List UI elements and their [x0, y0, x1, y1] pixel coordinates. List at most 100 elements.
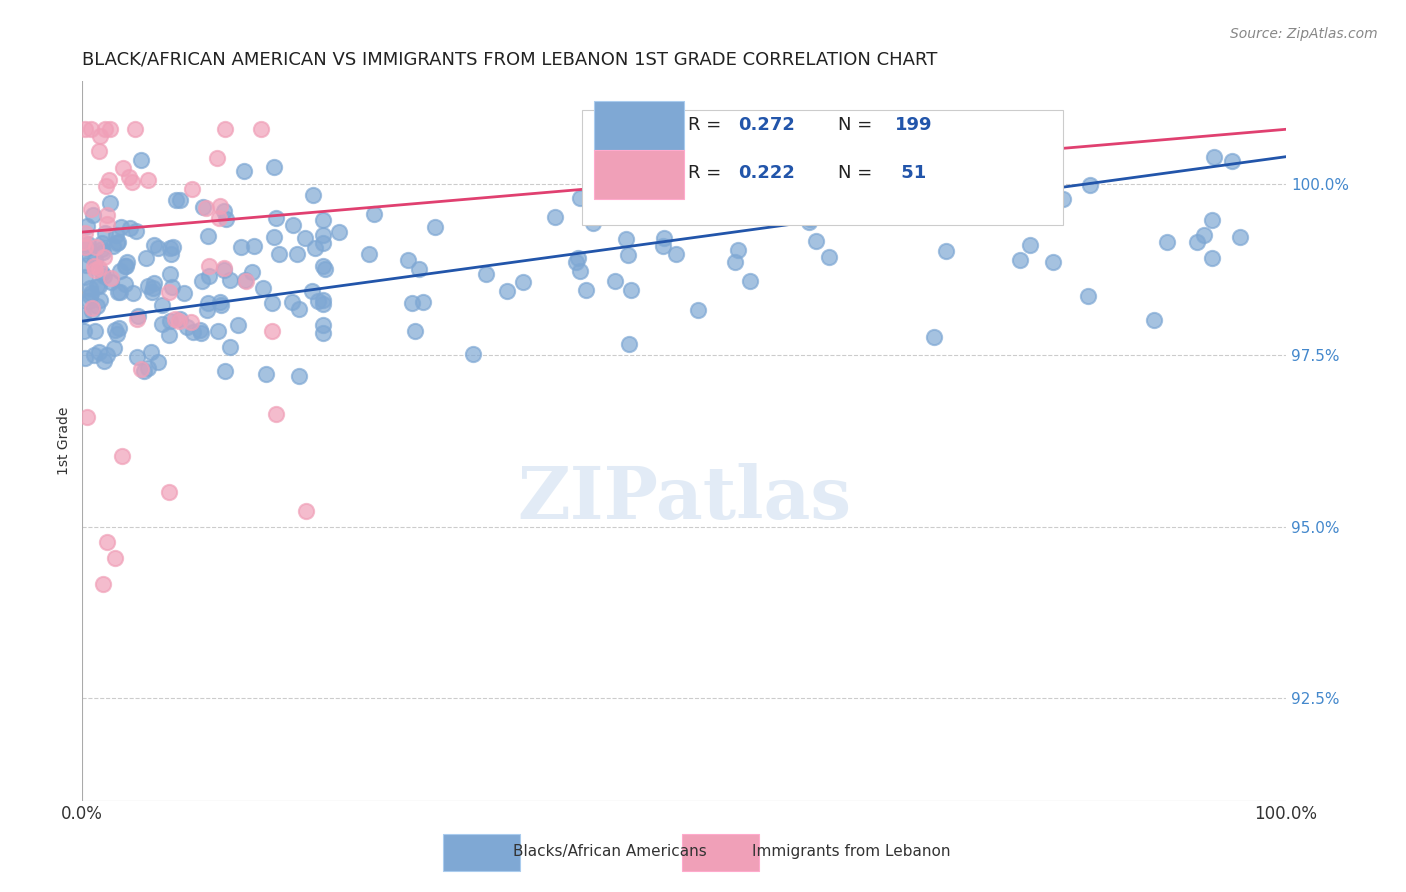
Point: [207, 324, 229, 338]
Point: [114, 277, 136, 291]
Text: 0.222: 0.222: [738, 164, 796, 182]
Point: [716, 159, 738, 173]
Point: [312, 297, 335, 311]
Point: [263, 230, 285, 244]
Point: [214, 203, 236, 218]
Point: [98, 196, 121, 211]
Point: [408, 261, 430, 276]
Text: 51: 51: [894, 164, 927, 182]
Point: [243, 239, 266, 253]
Point: [89, 293, 111, 308]
Point: [1077, 289, 1099, 303]
Point: [101, 238, 124, 252]
Point: [544, 211, 567, 225]
Point: [797, 215, 820, 229]
Point: [76, 409, 98, 424]
Point: [512, 275, 534, 289]
Point: [574, 283, 596, 297]
Point: [75, 258, 97, 272]
Point: [141, 285, 163, 299]
Point: [114, 259, 136, 273]
Point: [159, 314, 181, 328]
Point: [1052, 192, 1074, 206]
Point: [87, 145, 110, 159]
Point: [307, 294, 329, 309]
Point: [135, 251, 157, 265]
Point: [804, 234, 827, 248]
Point: [1156, 235, 1178, 250]
Point: [165, 194, 187, 208]
Point: [231, 240, 253, 254]
Point: [665, 247, 688, 261]
Point: [312, 318, 335, 332]
Point: [652, 238, 675, 252]
Text: N =: N =: [838, 115, 879, 134]
Point: [87, 260, 110, 275]
Point: [82, 208, 104, 222]
Point: [197, 295, 219, 310]
Point: [136, 172, 159, 186]
Point: [495, 284, 517, 298]
Point: [112, 161, 135, 175]
Point: [214, 364, 236, 378]
Point: [396, 253, 419, 268]
Point: [208, 211, 231, 226]
Point: [738, 274, 761, 288]
Point: [191, 200, 214, 214]
Point: [86, 299, 108, 313]
Point: [167, 314, 190, 328]
Point: [115, 260, 138, 274]
Point: [312, 293, 335, 308]
Text: Blacks/African Americans: Blacks/African Americans: [513, 845, 707, 859]
Point: [799, 211, 821, 226]
Point: [142, 281, 165, 295]
Text: Source: ZipAtlas.com: Source: ZipAtlas.com: [1230, 27, 1378, 41]
Point: [142, 276, 165, 290]
Point: [620, 283, 643, 297]
Point: [190, 326, 212, 340]
Point: [79, 281, 101, 295]
Point: [262, 296, 284, 310]
Point: [77, 293, 100, 308]
Point: [623, 176, 645, 190]
Point: [181, 325, 204, 339]
Point: [107, 235, 129, 249]
Point: [301, 284, 323, 298]
Text: Immigrants from Lebanon: Immigrants from Lebanon: [752, 845, 950, 859]
Point: [121, 175, 143, 189]
Point: [205, 151, 228, 165]
Point: [125, 224, 148, 238]
Point: [283, 218, 305, 232]
Point: [100, 275, 122, 289]
Point: [108, 264, 131, 278]
Point: [1201, 252, 1223, 266]
Point: [76, 219, 98, 233]
Text: N =: N =: [838, 164, 879, 182]
Point: [724, 255, 747, 269]
Point: [100, 270, 122, 285]
Point: [150, 298, 173, 312]
Point: [82, 303, 104, 318]
Point: [86, 279, 108, 293]
Point: [212, 263, 235, 277]
Point: [93, 269, 115, 284]
Point: [91, 577, 114, 591]
Point: [617, 336, 640, 351]
Point: [285, 247, 308, 261]
Point: [461, 347, 484, 361]
Point: [136, 360, 159, 375]
Point: [77, 248, 100, 262]
Point: [567, 252, 589, 266]
Point: [294, 231, 316, 245]
Point: [295, 504, 318, 518]
Point: [162, 240, 184, 254]
Point: [288, 368, 311, 383]
Point: [93, 251, 115, 265]
Point: [72, 308, 94, 322]
Point: [84, 240, 107, 254]
Point: [96, 535, 118, 549]
Point: [73, 226, 96, 240]
Point: [922, 330, 945, 344]
Point: [818, 250, 841, 264]
Point: [569, 191, 592, 205]
